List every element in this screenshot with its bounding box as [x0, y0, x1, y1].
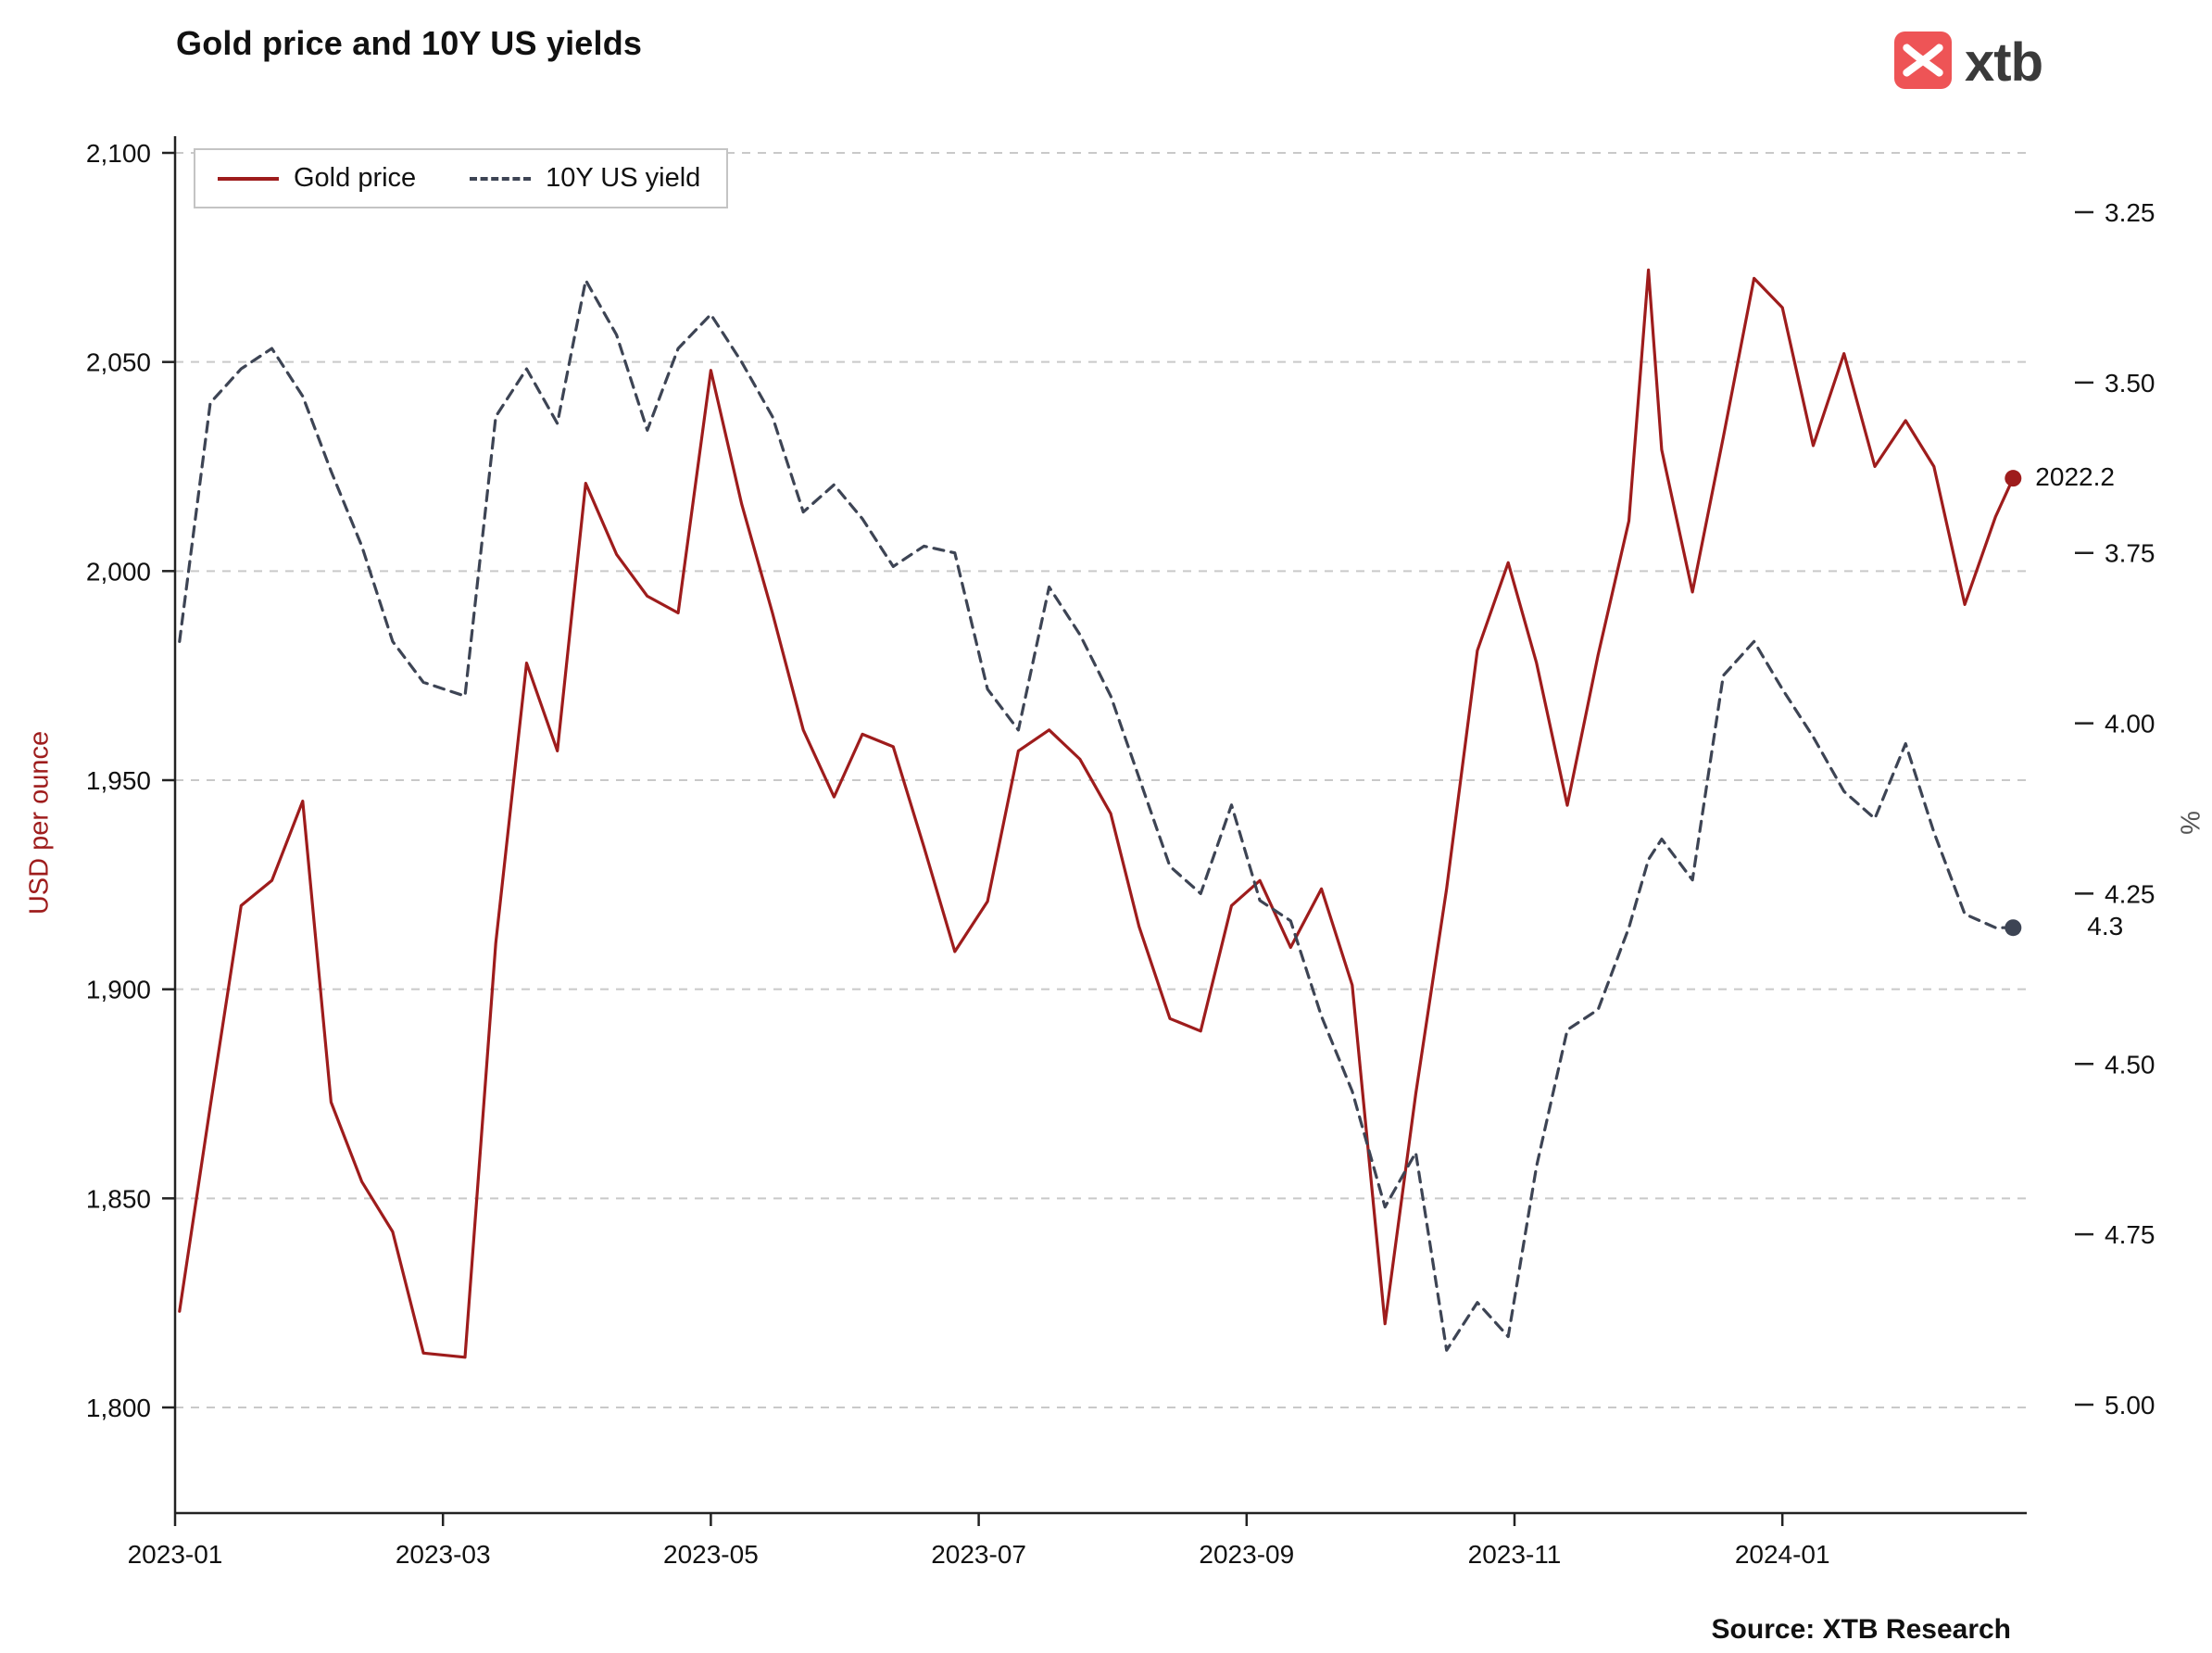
left-tick-label: 1,900 [86, 976, 151, 1004]
left-tick-label: 2,100 [86, 139, 151, 168]
yield-end-dot [2005, 919, 2022, 937]
x-tick-label: 2023-09 [1199, 1540, 1294, 1569]
chart-title: Gold price and 10Y US yields [176, 24, 643, 62]
legend-label-yield: 10Y US yield [546, 163, 701, 193]
left-tick-label: 2,050 [86, 348, 151, 377]
gold-price-line [178, 268, 2015, 1359]
legend-item-yield: 10Y US yield [470, 163, 700, 194]
legend-label-gold: Gold price [294, 163, 417, 193]
right-tick-label: 5.00 [2105, 1391, 2155, 1420]
x-tick-label: 2023-01 [128, 1540, 223, 1569]
x-tick-label: 2023-03 [396, 1540, 491, 1569]
gold-line-sample-icon [218, 176, 279, 181]
x-tick-label: 2024-01 [1735, 1540, 1830, 1569]
xtb-logo-icon [1894, 32, 1952, 94]
right-tick-label: 3.50 [2105, 369, 2155, 397]
right-tick-label: 3.25 [2105, 198, 2155, 227]
legend-item-gold: Gold price [218, 163, 416, 194]
xtb-logo-text: xtb [1965, 32, 2043, 93]
right-tick-label: 4.25 [2105, 879, 2155, 908]
right-tick-label: 4.75 [2105, 1220, 2155, 1249]
left-tick-label: 1,850 [86, 1184, 151, 1213]
left-tick-label: 2,000 [86, 557, 151, 586]
x-tick-label: 2023-07 [931, 1540, 1026, 1569]
legend: Gold price 10Y US yield [194, 148, 729, 208]
right-tick-label: 3.75 [2105, 539, 2155, 568]
source-note: Source: XTB Research [1711, 1614, 2011, 1645]
left-tick-label: 1,950 [86, 766, 151, 795]
right-tick-label: 4.50 [2105, 1050, 2155, 1079]
gold-end-dot [2005, 470, 2022, 487]
left-tick-label: 1,800 [86, 1394, 151, 1422]
yield-line-sample-icon [470, 176, 532, 181]
gold-end-value-label: 2022.2 [2035, 462, 2115, 492]
yield-end-value-label: 4.3 [2087, 912, 2124, 941]
x-tick-label: 2023-11 [1468, 1540, 1562, 1569]
right-tick-label: 4.00 [2105, 710, 2155, 738]
x-tick-label: 2023-05 [663, 1540, 759, 1569]
yield-line [178, 278, 2015, 1352]
xtb-logo: xtb [1894, 32, 2043, 94]
